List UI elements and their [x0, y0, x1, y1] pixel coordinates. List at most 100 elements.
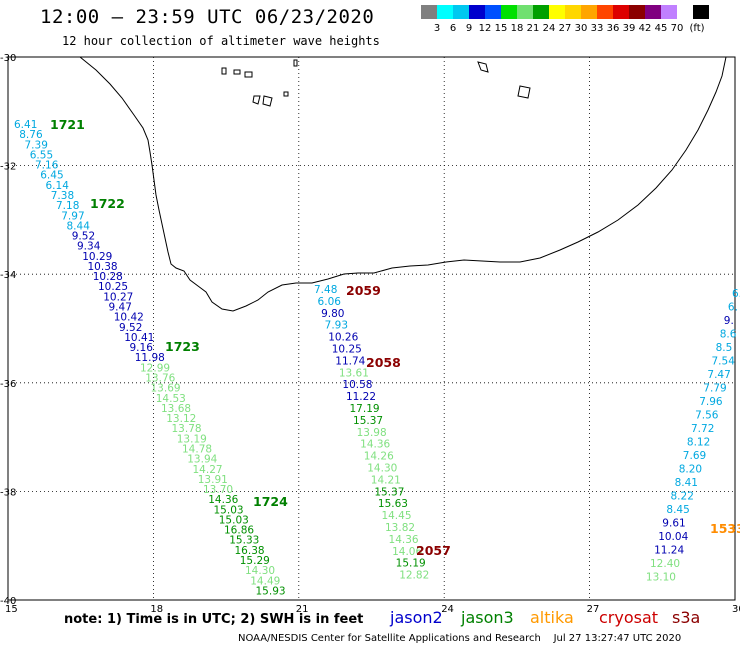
wave-height-value: 10.26: [328, 332, 358, 344]
wave-height-value: 11.24: [654, 545, 684, 557]
legend-swatch: [437, 5, 453, 19]
wave-height-value: 9.52: [72, 231, 95, 243]
wave-height-tracks: 6.418.767.396.557.166.456.147.387.187.97…: [14, 119, 740, 597]
wave-height-value: 7.54: [712, 356, 736, 368]
legend-label: 24: [542, 23, 556, 34]
wave-height-value: 14.78: [182, 443, 212, 455]
wave-height-value: 13.78: [172, 423, 202, 435]
wave-height-value: 10.38: [88, 261, 118, 273]
wave-height-value: 15.03: [214, 504, 244, 516]
wave-height-value: 8.45: [666, 504, 689, 516]
wave-height-value: 6.55: [30, 149, 53, 161]
satellite-name: altika: [530, 608, 574, 627]
wave-height-value: 15.37: [353, 415, 383, 427]
wave-height-value: 10.42: [114, 312, 144, 324]
wave-height-value: 10.25: [332, 344, 362, 356]
wave-height-value: 6.14: [46, 180, 70, 192]
wave-height-value: 9.52: [119, 322, 142, 334]
wave-height-value: 12.99: [140, 362, 170, 374]
wave-height-value: 9.34: [77, 241, 101, 253]
wave-height-value: 7.93: [325, 320, 348, 332]
wave-height-value: 13.19: [177, 433, 207, 445]
wave-height-value: 6.: [728, 302, 738, 314]
satellite-name: s3a: [672, 608, 701, 627]
wave-height-value: 7.79: [703, 383, 726, 395]
legend-label: 45: [654, 23, 668, 34]
legend-label: 21: [526, 23, 540, 34]
lat-tick-label: -32: [0, 162, 16, 173]
wave-height-value: 13.76: [145, 373, 175, 385]
wave-height-value: 15.63: [378, 498, 408, 510]
lat-tick-label: -36: [0, 379, 16, 390]
wave-height-value: 8.12: [687, 437, 710, 449]
wave-height-value: 10.29: [82, 251, 112, 263]
wave-height-value: 14.06: [392, 546, 422, 558]
wave-height-value: 17.19: [350, 403, 380, 415]
legend-swatch: [693, 5, 709, 19]
islands: [221, 59, 531, 107]
wave-height-value: 7.56: [695, 410, 719, 422]
legend-swatch: [613, 5, 629, 19]
wave-height-value: 10.25: [98, 281, 128, 293]
wave-height-value: 10.27: [103, 291, 133, 303]
wave-height-value: 15.19: [396, 558, 426, 570]
wave-height-value: 9.61: [662, 518, 685, 530]
wave-height-value: 14.26: [364, 451, 394, 463]
map-frame: [7, 56, 736, 601]
wave-height-value: 7.48: [314, 284, 337, 296]
wave-height-value: 13.70: [203, 484, 233, 496]
legend-swatch: [469, 5, 485, 19]
legend-swatch: [533, 5, 549, 19]
wave-height-value: 14.36: [389, 534, 419, 546]
wave-height-value: 6.41: [14, 119, 37, 131]
wave-height-value: 8.76: [19, 129, 43, 141]
lon-tick-label: 24: [441, 604, 454, 615]
legend-swatch: [501, 5, 517, 19]
wave-height-value: 10.28: [93, 271, 123, 283]
lat-tick-label: -34: [0, 270, 16, 281]
wave-height-value: 14.49: [250, 575, 280, 587]
coastline: [79, 56, 727, 312]
lon-tick-label: 21: [296, 604, 309, 615]
legend-swatch: [453, 5, 469, 19]
legend-swatch: [597, 5, 613, 19]
pass-time-label: 1723: [165, 339, 200, 354]
wave-height-value: 8.20: [679, 464, 702, 476]
legend-swatch: [677, 5, 693, 19]
lon-tick-label: 18: [150, 604, 163, 615]
legend-swatch: [565, 5, 581, 19]
legend-label: 39: [622, 23, 636, 34]
wave-height-value: 14.30: [245, 565, 275, 577]
wave-height-value: 9.47: [109, 302, 132, 314]
wave-height-value: 11.98: [135, 352, 165, 364]
wave-height-value: 10.04: [658, 531, 688, 543]
lon-tick-label: 15: [5, 604, 18, 615]
wave-height-value: 7.69: [683, 450, 706, 462]
wave-height-value: 12.40: [650, 558, 680, 570]
pass-time-label: 1722: [90, 196, 125, 211]
legend-unit: (ft): [689, 23, 705, 34]
legend-label: 33: [590, 23, 604, 34]
wave-height-value: 15.03: [219, 514, 249, 526]
wave-height-value: 9.: [724, 315, 734, 327]
wave-height-value: 13.94: [187, 454, 217, 466]
wave-height-value: 7.47: [707, 369, 730, 381]
pass-time-label: 2059: [346, 283, 381, 298]
wave-height-value: 14.21: [371, 474, 401, 486]
credit-line: NOAA/NESDIS Center for Satellite Applica…: [238, 633, 682, 644]
legend-swatch: [421, 5, 437, 19]
legend-swatch: [629, 5, 645, 19]
wave-height-value: 13.69: [151, 383, 181, 395]
wave-height-value: 16.86: [224, 525, 254, 537]
wave-height-value: 14.36: [208, 494, 238, 506]
wave-height-value: 11.74: [335, 355, 365, 367]
wave-height-value: 13.10: [646, 572, 676, 584]
footnote: note: 1) Time is in UTC; 2) SWH is in fe…: [64, 612, 364, 627]
satellite-name: jason3: [461, 608, 514, 627]
legend-label: 3: [433, 23, 441, 34]
wave-height-value: 8.6: [720, 329, 737, 341]
wave-height-value: 15.33: [229, 535, 259, 547]
wave-height-value: 7.72: [691, 423, 714, 435]
wave-height-value: 15.93: [256, 585, 286, 597]
wave-height-value: 13.61: [339, 367, 369, 379]
